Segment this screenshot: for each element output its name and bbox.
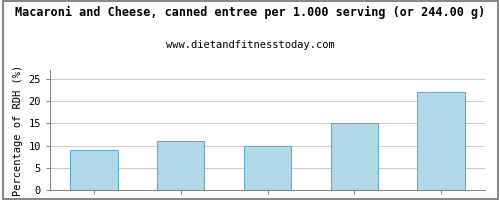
Y-axis label: Percentage of RDH (%): Percentage of RDH (%): [13, 64, 23, 196]
Bar: [70, 150, 117, 190]
Bar: [330, 123, 378, 190]
Text: Macaroni and Cheese, canned entree per 1.000 serving (or 244.00 g): Macaroni and Cheese, canned entree per 1…: [15, 6, 485, 19]
Bar: [244, 146, 292, 190]
Text: www.dietandfitnesstoday.com: www.dietandfitnesstoday.com: [166, 40, 334, 50]
Bar: [418, 92, 465, 190]
Bar: [156, 141, 204, 190]
